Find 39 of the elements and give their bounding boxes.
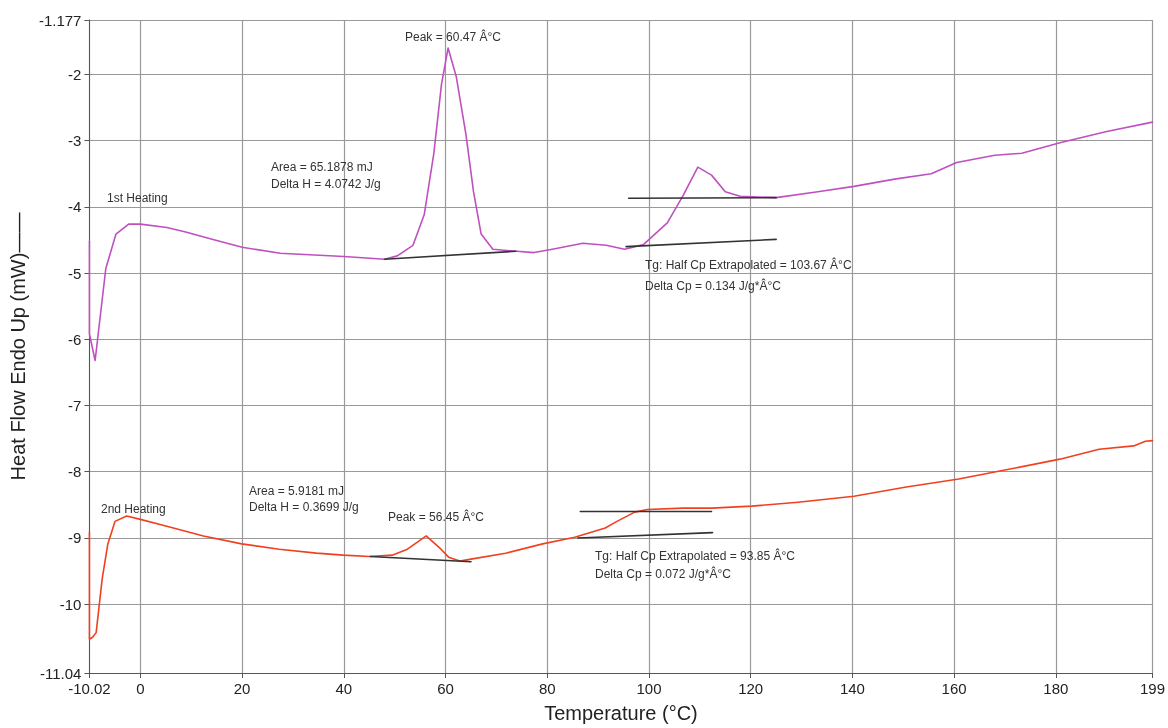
- y-axis-title: Heat Flow Endo Up (mW)——: [7, 212, 29, 481]
- line-series: [88, 47, 1154, 362]
- annotation: Delta Cp = 0.072 J/g*Â°C: [595, 566, 732, 581]
- annotation: Delta Cp = 0.134 J/g*Â°C: [645, 278, 782, 293]
- y-tick-label: -7: [68, 397, 82, 415]
- y-tick-label: -9: [68, 529, 82, 547]
- y-tick-label: -3: [68, 132, 82, 150]
- y-tick-label: -2: [68, 65, 82, 83]
- annotation: Area = 65.1878 mJ: [271, 160, 373, 174]
- x-tick-label: 160: [941, 680, 967, 697]
- annotation: Tg: Half Cp Extrapolated = 103.67 Â°C: [645, 257, 852, 272]
- annotation: Peak = 56.45 Â°C: [388, 509, 485, 524]
- x-tick-label: 20: [233, 680, 251, 697]
- x-tick-label: 100: [636, 680, 662, 697]
- annotation: 1st Heating: [107, 191, 168, 205]
- annotation: Tg: Half Cp Extrapolated = 93.85 Â°C: [595, 548, 796, 563]
- x-tick-label: 40: [335, 680, 353, 697]
- x-tick-label: 60: [437, 680, 454, 697]
- x-tick-label: -10.02: [68, 680, 111, 697]
- x-axis-title: Temperature (°C): [544, 702, 698, 724]
- annotation: 2nd Heating: [101, 502, 166, 516]
- x-tick-label: 120: [738, 680, 764, 697]
- y-tick-label: -1.177: [38, 11, 82, 29]
- y-tick-label: -6: [68, 330, 82, 348]
- y-tick-label: -11.04: [40, 664, 82, 682]
- x-tick-label: 140: [839, 680, 865, 697]
- x-tick-label: 199: [1139, 680, 1165, 697]
- y-tick-label: -4: [68, 198, 82, 216]
- annotation: Area = 5.9181 mJ: [249, 484, 345, 498]
- annotation: Peak = 60.47 Â°C: [405, 29, 502, 44]
- line-series: [88, 439, 1154, 641]
- annotation: Delta H = 0.3699 J/g: [249, 500, 359, 514]
- x-tick-label: 0: [136, 680, 145, 697]
- y-tick-label: -10: [59, 595, 82, 613]
- x-tick-label: 180: [1043, 680, 1069, 697]
- y-tick-label: -8: [68, 463, 82, 481]
- y-tick-label: -5: [68, 264, 82, 282]
- x-tick-label: 80: [538, 680, 556, 697]
- annotation: Delta H = 4.0742 J/g: [271, 177, 381, 191]
